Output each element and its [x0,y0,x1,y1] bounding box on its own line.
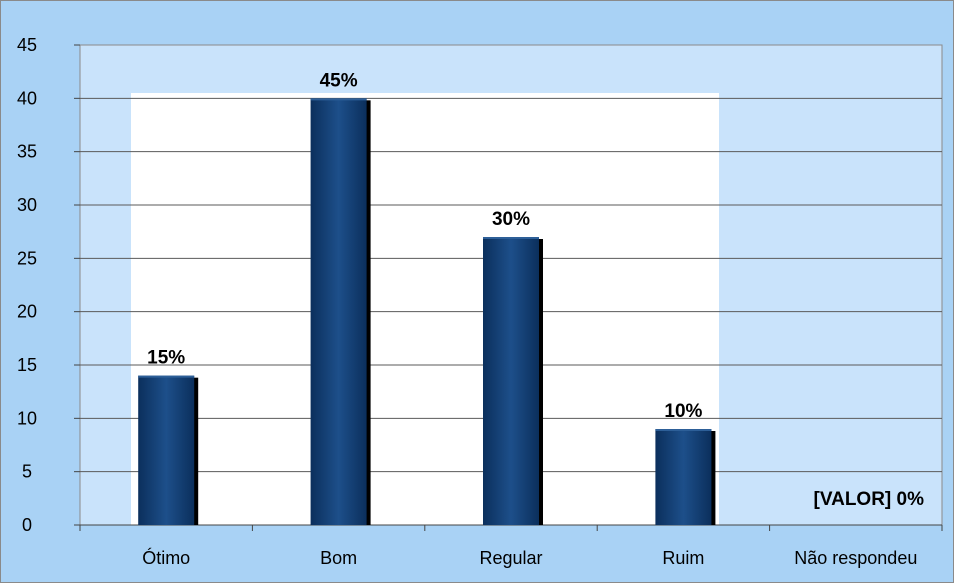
data-label: 30% [492,209,530,230]
y-tick-label: 35 [17,142,37,162]
bar [138,375,195,525]
y-tick-label: 40 [17,88,37,108]
bars [138,98,716,525]
x-category-label: Ruim [662,548,704,568]
bar [310,98,367,525]
x-category-label: Ótimo [142,547,190,568]
y-tick-label: 10 [17,408,37,428]
y-tick-label: 45 [17,35,37,55]
data-label: [VALOR] 0% [814,489,925,510]
x-category-label: Regular [479,548,542,568]
x-category-label: Não respondeu [794,548,917,568]
y-tick-label: 5 [22,462,32,482]
y-tick-label: 20 [17,302,37,322]
x-category-label: Bom [320,548,357,568]
y-tick-label: 0 [22,515,32,535]
bar [483,237,539,525]
x-axis: Ótimo Bom Regular Ruim Não respondeu [79,525,943,568]
y-tick-label: 25 [17,248,37,268]
data-label: 15% [147,348,185,369]
data-labels: 15% 45% 30% 10% [VALOR] 0% [147,70,924,510]
y-axis: 0 5 10 15 20 25 30 35 40 45 [17,35,942,535]
bar [655,429,712,525]
y-tick-label: 15 [17,355,37,375]
inner-panel [131,93,719,525]
data-label: 10% [664,401,702,422]
data-label: 45% [320,70,358,91]
y-tick-label: 30 [17,195,37,215]
